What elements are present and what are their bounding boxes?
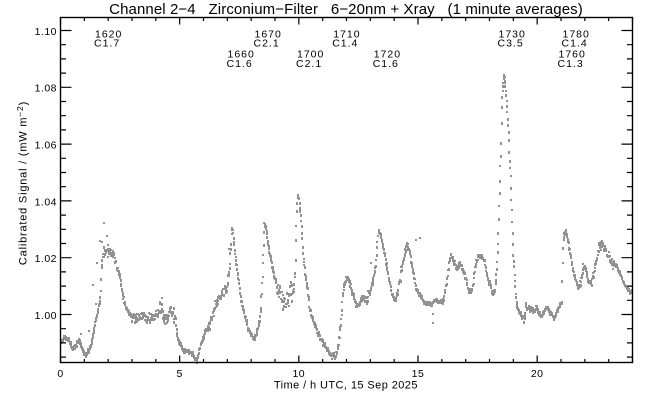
svg-text:C1.3: C1.3 — [558, 58, 584, 70]
svg-text:15: 15 — [412, 368, 425, 380]
svg-text:1720: 1720 — [374, 49, 401, 61]
svg-text:1670: 1670 — [255, 28, 282, 40]
svg-text:1.10: 1.10 — [35, 26, 57, 38]
svg-text:0: 0 — [57, 368, 63, 380]
svg-text:1780: 1780 — [563, 28, 590, 40]
svg-text:1.04: 1.04 — [35, 196, 57, 208]
svg-text:C1.4: C1.4 — [562, 38, 588, 50]
svg-text:1.08: 1.08 — [35, 83, 57, 95]
svg-text:1760: 1760 — [559, 49, 586, 61]
svg-text:Channel 2−4 Zirconium−Filter: Channel 2−4 Zirconium−Filter 6−20nm + Xr… — [109, 1, 583, 18]
svg-text:1.06: 1.06 — [35, 140, 57, 152]
svg-text:1730: 1730 — [499, 28, 526, 40]
svg-text:20: 20 — [531, 368, 544, 380]
svg-text:C1.6: C1.6 — [227, 58, 253, 70]
svg-text:1660: 1660 — [228, 49, 255, 61]
svg-text:C2.1: C2.1 — [296, 58, 322, 70]
svg-text:C1.6: C1.6 — [373, 58, 399, 70]
svg-text:10: 10 — [292, 368, 305, 380]
svg-text:1.02: 1.02 — [35, 253, 57, 265]
svg-text:Calibrated Signal / (mW m−2): Calibrated Signal / (mW m−2) — [15, 101, 30, 265]
svg-text:C1.7: C1.7 — [94, 38, 120, 50]
svg-text:C1.4: C1.4 — [332, 38, 358, 50]
svg-text:C3.5: C3.5 — [498, 38, 524, 50]
svg-text:Time / h UTC, 15 Sep 2025: Time / h UTC, 15 Sep 2025 — [274, 380, 418, 392]
svg-text:5: 5 — [177, 368, 183, 380]
svg-text:1700: 1700 — [297, 49, 324, 61]
svg-text:1.00: 1.00 — [35, 310, 57, 322]
svg-text:1620: 1620 — [95, 28, 122, 40]
svg-text:1710: 1710 — [333, 28, 360, 40]
svg-text:C2.1: C2.1 — [254, 38, 280, 50]
